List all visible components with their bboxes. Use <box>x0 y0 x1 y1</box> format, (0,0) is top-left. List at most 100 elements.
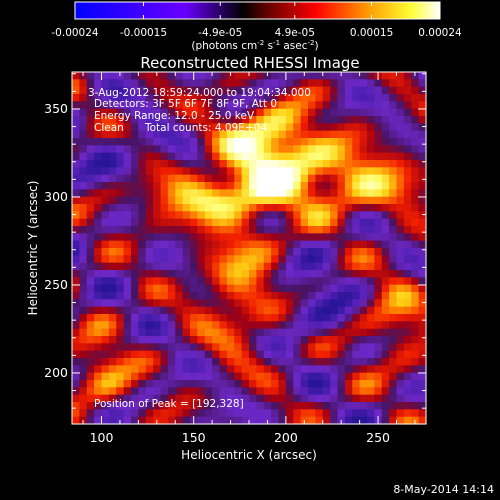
heatmap-cell <box>86 350 95 359</box>
heatmap-cell <box>256 292 265 300</box>
heatmap-cell <box>396 174 405 183</box>
heatmap-cell <box>263 394 272 403</box>
heatmap-cell <box>330 387 339 396</box>
heatmap-cell <box>94 343 103 352</box>
heatmap-cell <box>249 240 257 249</box>
heatmap-cell <box>256 365 265 374</box>
heatmap-cell <box>381 402 390 410</box>
heatmap-cell <box>204 233 213 242</box>
heatmap-cell <box>123 138 132 146</box>
heatmap-cell <box>367 94 375 102</box>
heatmap-cell <box>374 174 383 183</box>
heatmap-cell <box>182 123 191 132</box>
heatmap-cell <box>300 101 309 110</box>
heatmap-cell <box>315 72 324 80</box>
heatmap-cell <box>241 416 250 425</box>
heatmap-cell <box>167 138 176 146</box>
heatmap-cell <box>256 277 265 286</box>
heatmap-cell <box>367 277 375 286</box>
heatmap-cell <box>337 358 346 366</box>
heatmap-cell <box>197 218 206 227</box>
heatmap-cell <box>182 152 191 161</box>
heatmap-cell <box>94 365 103 374</box>
heatmap-cell <box>256 380 265 388</box>
heatmap-cell <box>145 336 154 344</box>
heatmap-cell <box>411 218 420 227</box>
heatmap-cell <box>116 167 125 176</box>
heatmap-cell <box>308 270 316 278</box>
heatmap-cell <box>175 218 184 227</box>
heatmap-cell <box>131 130 139 139</box>
heatmap-cell <box>322 211 331 220</box>
heatmap-cell <box>367 174 375 183</box>
heatmap-cell <box>94 394 103 403</box>
heatmap-cell <box>131 402 139 410</box>
heatmap-cell <box>101 160 110 168</box>
heatmap-cell <box>285 196 294 205</box>
heatmap-cell <box>300 387 309 396</box>
heatmap-cell <box>101 387 110 396</box>
heatmap-cell <box>167 314 176 322</box>
heatmap-cell <box>190 343 198 352</box>
heatmap-cell <box>344 72 353 80</box>
heatmap-cell <box>160 101 169 110</box>
heatmap-cell <box>190 167 198 176</box>
heatmap-cell <box>396 130 405 139</box>
heatmap-cell <box>293 79 302 88</box>
heatmap-cell <box>212 365 221 374</box>
heatmap-cell <box>219 380 228 388</box>
heatmap-cell <box>94 380 103 388</box>
heatmap-cell <box>293 196 302 205</box>
heatmap-cell <box>153 138 162 146</box>
heatmap-cell <box>79 350 88 359</box>
heatmap-cell <box>72 358 80 366</box>
heatmap-cell <box>322 292 331 300</box>
heatmap-cell <box>101 116 110 124</box>
heatmap-cell <box>138 336 147 344</box>
heatmap-cell <box>212 343 221 352</box>
heatmap-cell <box>256 233 265 242</box>
heatmap-cell <box>212 123 221 132</box>
colorbar-bar <box>74 1 441 20</box>
heatmap-cell <box>86 79 95 88</box>
heatmap-cell <box>367 160 375 168</box>
heatmap-cell <box>256 306 265 315</box>
heatmap-cell <box>175 79 184 88</box>
heatmap-cell <box>330 167 339 176</box>
heatmap-cell <box>344 116 353 124</box>
heatmap-cell <box>123 365 132 374</box>
heatmap-cell <box>86 196 95 205</box>
heatmap-cell <box>94 226 103 234</box>
heatmap-cell <box>278 233 287 242</box>
heatmap-cell <box>241 372 250 381</box>
heatmap-cell <box>367 116 375 124</box>
heatmap-cell <box>367 262 375 271</box>
heatmap-cell <box>396 240 405 249</box>
heatmap-cell <box>167 160 176 168</box>
heatmap-cell <box>131 284 139 293</box>
heatmap-cell <box>337 343 346 352</box>
heatmap-cell <box>197 130 206 139</box>
heatmap-cell <box>145 394 154 403</box>
heatmap-cell <box>403 262 412 271</box>
heatmap-cell <box>145 79 154 88</box>
heatmap-cell <box>153 277 162 286</box>
heatmap-cell <box>263 167 272 176</box>
heatmap-cell <box>94 152 103 161</box>
heatmap-cell <box>226 218 235 227</box>
heatmap-cell <box>234 270 243 278</box>
heatmap-cell <box>101 182 110 190</box>
heatmap-cell <box>219 402 228 410</box>
heatmap-cell <box>411 86 420 95</box>
heatmap-cell <box>300 116 309 124</box>
heatmap-cell <box>79 130 88 139</box>
heatmap-cell <box>322 226 331 234</box>
heatmap-cell <box>315 270 324 278</box>
heatmap-cell <box>204 387 213 396</box>
heatmap-cell <box>418 160 427 168</box>
heatmap-cell <box>389 314 398 322</box>
heatmap-cell <box>241 306 250 315</box>
heatmap-cell <box>108 108 117 117</box>
heatmap-cell <box>352 262 361 271</box>
heatmap-cell <box>204 358 213 366</box>
